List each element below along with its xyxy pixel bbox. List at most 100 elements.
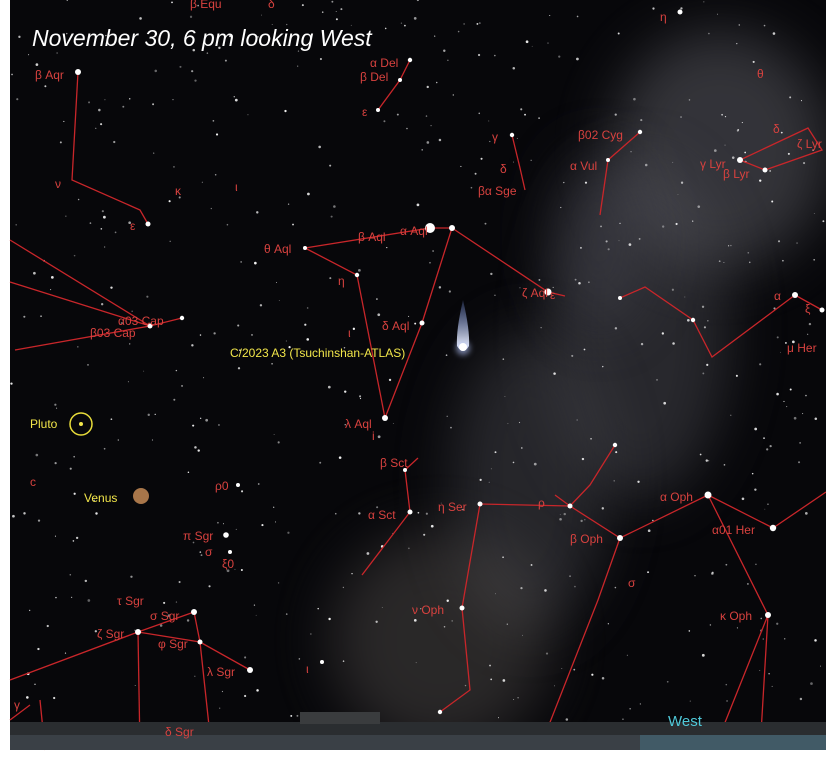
star [613,480,614,481]
star-label: δ Sgr [165,725,194,739]
star [588,281,590,283]
star [401,23,402,24]
star [10,383,12,385]
star [810,682,813,685]
star [56,408,57,409]
star [218,424,220,426]
star-label: γ Lyr [700,157,726,171]
star [754,488,756,490]
star [333,205,336,208]
star [317,608,319,610]
star-label: c [30,475,36,489]
star [815,417,818,420]
star [554,685,555,686]
star [503,358,505,360]
star [275,521,276,522]
star [809,323,811,325]
star [723,262,724,263]
star [575,279,577,281]
star [788,153,790,155]
star [90,222,92,224]
star [703,1,704,2]
star [453,94,454,95]
star [513,462,515,464]
star [647,571,649,573]
star [213,120,215,122]
star [131,311,132,312]
star [584,349,586,351]
star [148,414,150,416]
bright-star [792,292,798,298]
star-label: ν [55,177,61,191]
star [367,552,370,555]
star [382,607,383,608]
star [101,228,103,230]
bright-star [617,535,623,541]
star-label: β03 Cap [90,326,136,340]
star [807,334,808,335]
star [261,524,263,526]
star [443,50,445,52]
star [447,416,448,417]
bright-star [737,157,743,163]
star [678,194,679,195]
star [336,11,337,12]
star-label: ξ [805,302,811,316]
star [656,379,658,381]
star [580,520,582,522]
star [37,648,39,650]
star [573,669,575,671]
star [129,98,130,99]
bright-star [638,130,642,134]
star [820,666,821,667]
star [692,221,693,222]
star [130,576,132,578]
bright-star [606,158,610,162]
star [602,677,605,680]
star [800,698,802,700]
star-label: γ [14,698,20,712]
star-label: ι [235,180,238,194]
star [439,139,442,142]
title: November 30, 6 pm looking West [32,25,373,51]
star [376,298,378,300]
star [76,537,78,539]
star [569,575,570,576]
star [207,52,209,54]
star [768,673,769,674]
star [814,639,817,642]
star [687,319,690,322]
bright-star [765,612,771,618]
venus-label: Venus [84,491,117,505]
star [675,223,677,225]
bright-star [408,58,412,62]
star-label: ζ Sgr [97,627,124,641]
bright-star [198,640,203,645]
star [78,199,80,201]
star [739,24,740,25]
star-label: ε [550,288,556,302]
star [582,458,584,460]
star [359,395,361,397]
star [389,379,391,381]
star [74,255,76,257]
star [725,564,727,566]
star [213,332,215,334]
star [504,396,505,397]
star [488,120,489,121]
star [241,569,243,571]
star-label: ρ0 [215,479,229,493]
star [629,708,631,710]
bright-star [478,502,483,507]
star [531,160,532,161]
star [179,581,181,583]
star [708,33,710,35]
star [513,67,516,70]
star [689,99,691,101]
star [12,515,15,518]
star [684,297,685,298]
star [591,674,593,676]
star [602,366,603,367]
star [343,587,344,588]
star [772,686,773,687]
